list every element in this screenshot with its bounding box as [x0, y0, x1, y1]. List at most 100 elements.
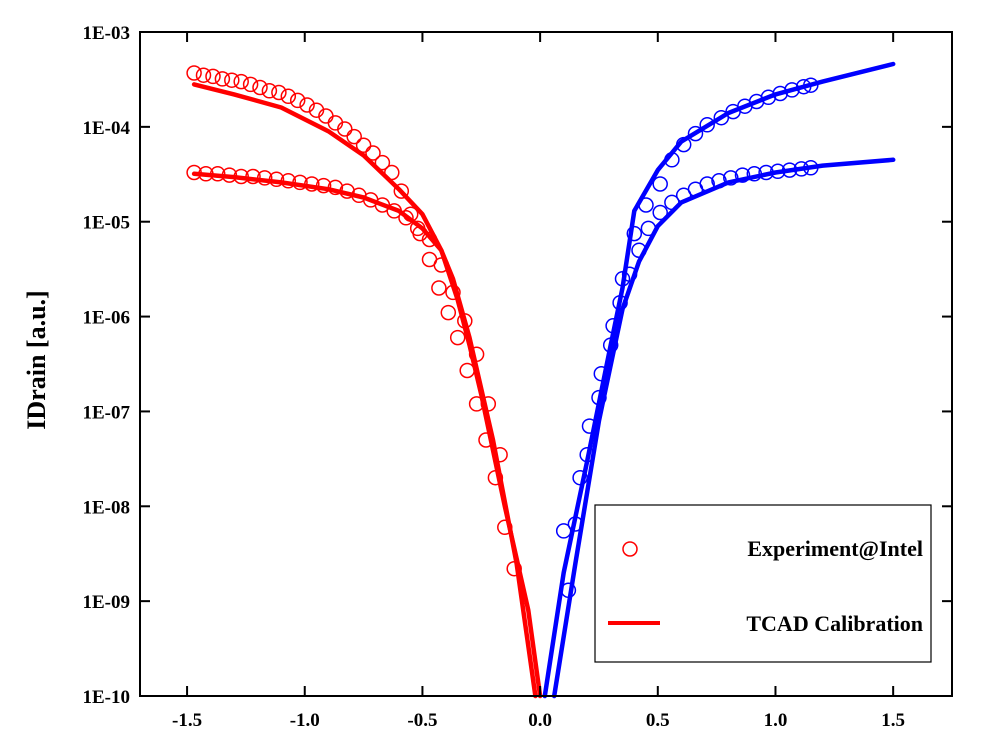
experiment-point — [355, 137, 372, 153]
experiment-point — [723, 170, 739, 186]
experiment-point — [664, 194, 680, 211]
experiment-point — [242, 76, 259, 93]
experiment-point — [195, 67, 212, 83]
legend-box — [594, 504, 932, 663]
experiment-point — [746, 166, 763, 182]
experiment-point — [468, 396, 485, 412]
experiment-point — [186, 164, 202, 181]
experiment-point — [280, 173, 297, 189]
experiment-point — [431, 280, 447, 296]
y-tick-label: 1E-07 — [83, 402, 131, 423]
experiment-point — [398, 210, 414, 226]
experiment-point — [421, 231, 438, 248]
experiment-point — [271, 84, 287, 101]
tcad-curve — [191, 171, 538, 699]
experiment-point — [640, 220, 657, 237]
experiment-point — [261, 83, 278, 99]
experiment-point — [186, 65, 202, 81]
experiment-point — [292, 174, 308, 191]
experiment-point — [687, 125, 704, 142]
experiment-point — [560, 582, 577, 599]
experiment-point — [221, 167, 238, 183]
tcad-curve — [542, 61, 896, 699]
experiment-point — [572, 469, 588, 486]
y-tick-label: 1E-06 — [83, 308, 131, 329]
experiment-point — [605, 318, 621, 334]
experiment-point — [374, 154, 391, 171]
experiment-point — [440, 304, 457, 321]
y-tick-label: 1E-08 — [83, 497, 131, 518]
experiment-point — [591, 389, 607, 406]
experiment-point — [337, 121, 353, 137]
experiment-point — [567, 516, 584, 532]
experiment-point — [245, 168, 261, 185]
y-tick-label: 1E-10 — [83, 687, 131, 708]
y-tick-label: 1E-03 — [83, 23, 131, 44]
experiment-point — [638, 197, 654, 213]
experiment-point — [459, 362, 475, 379]
experiment-point — [224, 72, 240, 88]
experiment-point — [506, 560, 522, 577]
y-axis-title: IDrain [a.u.] — [22, 290, 51, 429]
experiment-point — [233, 73, 249, 90]
markers-layer — [186, 65, 819, 599]
experiment-point — [457, 313, 473, 329]
y-tick-label: 1E-09 — [83, 592, 131, 613]
experiment-point — [393, 183, 410, 199]
experiment-point — [699, 117, 715, 133]
experiment-point — [478, 432, 494, 448]
experiment-point — [781, 162, 798, 178]
legend-label-tcad: TCAD Calibration — [746, 611, 923, 636]
experiment-point — [631, 242, 647, 259]
legend-marker-sample — [622, 541, 638, 557]
experiment-point — [209, 166, 226, 182]
experiment-point — [621, 266, 638, 282]
experiment-point — [734, 167, 751, 183]
plot-frame — [139, 31, 953, 697]
x-tick-label: -1.0 — [290, 710, 320, 731]
experiment-point — [409, 220, 426, 237]
experiment-point — [252, 79, 268, 96]
experiment-point — [711, 173, 727, 189]
experiment-point — [803, 77, 819, 93]
x-tick-label: -0.5 — [407, 710, 437, 731]
x-tick-label: 1.5 — [881, 710, 905, 731]
experiment-point — [652, 204, 668, 221]
experiment-point — [327, 179, 344, 196]
experiment-point — [699, 176, 715, 192]
experiment-point — [214, 71, 231, 87]
experiment-point — [449, 329, 466, 346]
legend: Experiment@Intel TCAD Calibration — [594, 504, 932, 663]
tcad-curve — [551, 157, 896, 699]
experiment-point — [579, 446, 595, 463]
experiment-point — [433, 257, 450, 273]
y-tick-label: 1E-05 — [83, 213, 131, 234]
experiment-point — [626, 225, 643, 242]
experiment-point — [198, 166, 214, 182]
experiment-point — [760, 89, 777, 106]
experiment-point — [652, 176, 668, 192]
experiment-point — [468, 346, 485, 363]
x-tick-label: 0.0 — [528, 710, 552, 731]
ticks-layer: -1.5 -1.0 -0.5 0.0 0.5 1.0 1.5 1E-03 1E-04 1E-05 1… — [83, 23, 952, 731]
experiment-point — [205, 68, 221, 85]
x-tick-label: 1.0 — [764, 710, 788, 731]
experiment-point — [593, 365, 610, 382]
experiment-point — [492, 446, 508, 463]
y-tick-label: 1E-04 — [83, 118, 131, 139]
experiment-point — [346, 128, 362, 145]
experiment-point — [233, 168, 249, 185]
experiment-point — [772, 85, 788, 102]
experiment-point — [268, 171, 285, 188]
experiment-point — [480, 396, 497, 412]
experiment-point — [445, 284, 461, 301]
experiment-point — [793, 161, 810, 177]
experiment-point — [256, 170, 273, 186]
experiment-point — [675, 187, 692, 204]
experiment-point — [384, 164, 400, 181]
experiment-point — [795, 78, 812, 95]
experiment-point — [784, 82, 800, 98]
experiment-point — [555, 523, 572, 539]
experiment-point — [675, 136, 692, 153]
